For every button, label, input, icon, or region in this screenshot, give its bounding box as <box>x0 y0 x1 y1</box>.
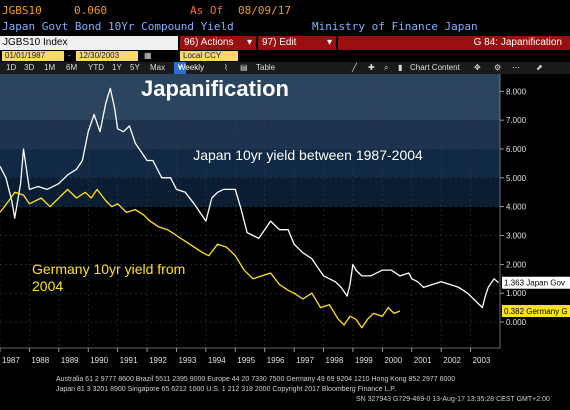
y-tick-label-5: 3.000 <box>506 232 527 241</box>
y-tick-label-2: 6.000 <box>506 145 527 154</box>
pan-icon[interactable]: ✥ <box>474 63 481 72</box>
x-tick-label-4: 1991 <box>120 356 138 365</box>
x-tick-label-0: 1987 <box>2 356 20 365</box>
series-line-japan <box>0 87 499 309</box>
y-tick-label-6: 2.000 <box>506 260 527 269</box>
germany-annotation-line-1: 2004 <box>32 278 63 294</box>
y-tick-label-8: 0.000 <box>506 318 527 327</box>
x-tick-label-14: 2001 <box>414 356 432 365</box>
chart-toolbar: 1D 3D 1M 6M YTD 1Y 5Y Max Weekly ▾ ⌇ ▤ T… <box>0 62 570 74</box>
date-range-bar: 01/01/1987 - 12/30/2003 ▦ Local CCY <box>0 50 570 62</box>
line-chart-icon[interactable]: ⌇ <box>224 63 228 72</box>
chevron-down-icon: ▾ <box>246 37 252 48</box>
x-axis: 1987 1988 1989 1990 1991 1992 1993 1994 1995 1996… <box>0 347 500 365</box>
last-value-labels: 1.363 Japan Gov 0.382 Germany G <box>502 276 570 318</box>
y-tick-label-7: 1.000 <box>506 289 527 298</box>
calendar-icon[interactable]: ▦ <box>144 51 152 60</box>
end-date-field[interactable]: 12/30/2003 <box>76 51 138 61</box>
series-layer <box>0 87 499 329</box>
asof-date: 08/09/17 <box>238 4 291 17</box>
y-tick-label-1: 7.000 <box>506 116 527 125</box>
footer: Australia 61 2 9777 8600 Brazil 5511 239… <box>0 374 570 410</box>
range-6m[interactable]: 6M <box>66 63 78 72</box>
x-tick-label-8: 1995 <box>237 356 255 365</box>
chart-title: Japanification <box>141 76 289 101</box>
x-tick-label-1: 1988 <box>31 356 49 365</box>
chart-content-icon[interactable]: ▮ <box>398 63 403 72</box>
last-price: 0.060 <box>74 4 108 17</box>
x-tick-label-9: 1996 <box>267 356 285 365</box>
range-1d[interactable]: 1D <box>6 63 17 72</box>
range-max[interactable]: Max <box>150 63 166 72</box>
range-3d[interactable]: 3D <box>24 63 35 72</box>
actions-menu-label: 96) Actions <box>184 37 234 48</box>
x-tick-label-10: 1997 <box>296 356 314 365</box>
germany-annotation: Germany 10yr yield from 2004 <box>32 261 185 294</box>
x-tick-label-5: 1992 <box>149 356 167 365</box>
band-1 <box>0 120 500 149</box>
function-title: G 84: Japanification <box>338 36 570 50</box>
footer-contacts-line-2: Japan 81 3 3201 8900 Singapore 65 6212 1… <box>56 386 397 393</box>
frequency-select[interactable]: Weekly ▾ <box>174 62 204 74</box>
issuer-name: Ministry of Finance Japan <box>312 20 478 33</box>
y-tick-label-3: 5.000 <box>506 174 527 183</box>
x-tick-label-16: 2003 <box>473 356 491 365</box>
x-tick-label-7: 1994 <box>208 356 226 365</box>
ticker-symbol: JGBS10 <box>2 4 42 17</box>
actions-menu-button[interactable]: 96) Actions ▾ <box>180 36 256 50</box>
footer-contacts-line-1: Australia 61 2 9777 8600 Brazil 5511 239… <box>56 376 456 383</box>
yield-chart[interactable]: Japanification Japan 10yr yield between … <box>0 74 570 374</box>
draw-line-icon[interactable]: ╱ <box>352 63 357 72</box>
security-name: Japan Govt Bond 10Yr Compound Yield <box>2 20 234 33</box>
table-icon[interactable]: ▤ <box>240 63 248 72</box>
currency-select[interactable]: Local CCY <box>180 51 238 61</box>
range-1m[interactable]: 1M <box>44 63 56 72</box>
asof-label: As Of <box>190 4 224 17</box>
more-options-icon[interactable]: ⋯ <box>512 63 520 72</box>
x-tick-label-11: 1998 <box>326 356 344 365</box>
chevron-down-icon: ▾ <box>326 37 332 48</box>
y-tick-label-0: 8.000 <box>506 87 527 96</box>
date-separator: - <box>68 51 71 60</box>
series-line-germany <box>0 188 401 329</box>
last-value-box-japan <box>502 276 570 289</box>
edit-menu-button[interactable]: 97) Edit ▾ <box>258 36 336 50</box>
last-value-box-germany <box>502 305 570 318</box>
edit-menu-label: 97) Edit <box>262 37 297 48</box>
x-tick-label-15: 2002 <box>443 356 461 365</box>
range-5y[interactable]: 5Y <box>130 63 140 72</box>
band-0 <box>0 74 500 121</box>
x-tick-label-6: 1993 <box>178 356 196 365</box>
x-tick-label-13: 2000 <box>384 356 402 365</box>
germany-annotation-line-0: Germany 10yr yield from <box>32 261 185 277</box>
japan-annotation: Japan 10yr yield between 1987-2004 <box>193 147 423 163</box>
background-bands <box>0 74 500 207</box>
range-ytd[interactable]: YTD <box>88 63 104 72</box>
zoom-icon[interactable]: ⌕ <box>384 63 389 72</box>
chart-content-button[interactable]: Chart Content <box>410 63 460 72</box>
footer-session-info: SN 327943 G729-469-0 13-Aug-17 13:35:28 … <box>356 396 550 403</box>
y-tick-label-4: 4.000 <box>506 203 527 212</box>
table-button[interactable]: Table <box>256 63 276 72</box>
start-date-field[interactable]: 01/01/1987 <box>2 51 64 61</box>
x-tick-label-12: 1999 <box>355 356 373 365</box>
command-input[interactable]: JGBS10 Index <box>0 36 178 50</box>
security-header: JGBS10 0.060 As Of 08/09/17 Japan Govt B… <box>0 0 570 36</box>
band-3 <box>0 177 500 207</box>
last-value-label-japan: 1.363 Japan Gov <box>504 279 565 288</box>
x-tick-label-3: 1990 <box>90 356 108 365</box>
last-value-label-germany: 0.382 Germany G <box>504 307 568 316</box>
chart-settings-icon[interactable]: ⚙ <box>494 63 502 72</box>
y-axis: 8.000 7.000 6.000 5.000 4.000 3.000 2.000 1.000… <box>499 74 527 348</box>
draw-plus-icon[interactable]: ✚ <box>368 63 375 72</box>
range-1y[interactable]: 1Y <box>112 63 122 72</box>
grid-lines <box>0 74 500 348</box>
export-icon[interactable]: ⬈ <box>536 63 543 72</box>
command-bar: JGBS10 Index 96) Actions ▾ 97) Edit ▾ G … <box>0 36 570 50</box>
frequency-label: Weekly <box>178 63 205 72</box>
x-tick-label-2: 1989 <box>61 356 79 365</box>
